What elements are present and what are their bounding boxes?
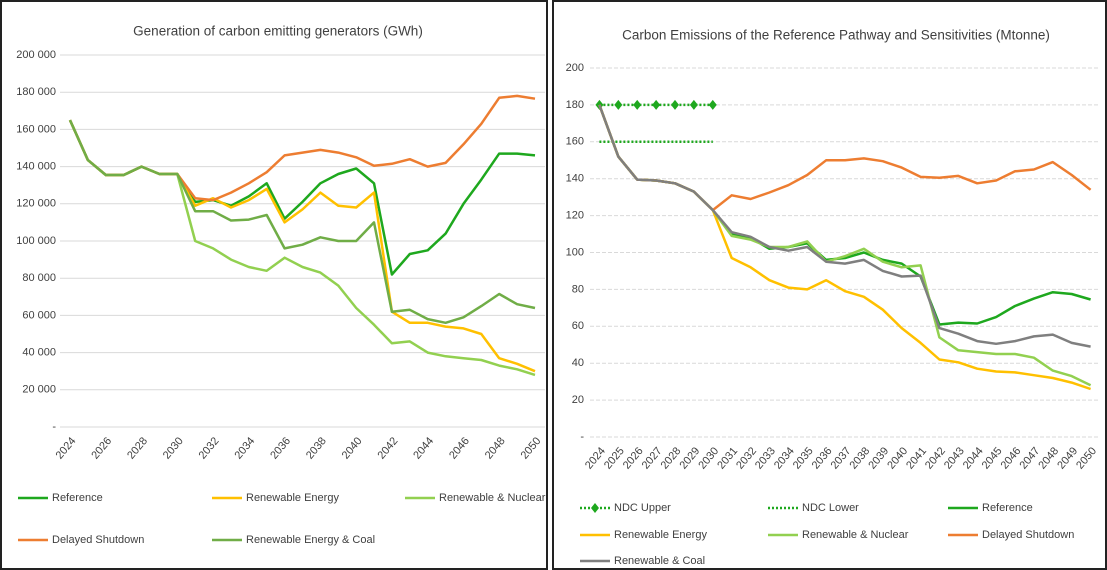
y-tick-label: 20 000 bbox=[22, 384, 56, 396]
y-tick-label: 100 bbox=[566, 246, 584, 258]
x-tick-label: 2024 bbox=[583, 445, 608, 471]
series-line bbox=[598, 104, 1092, 387]
x-tick-label: 2036 bbox=[810, 445, 835, 471]
legend-label: Reference bbox=[52, 492, 103, 504]
y-tick-label: 140 000 bbox=[16, 161, 56, 173]
point-marker bbox=[689, 99, 698, 110]
series-line bbox=[598, 104, 1091, 348]
x-tick-label: 2050 bbox=[519, 435, 544, 461]
legend-label: Renewable Energy bbox=[614, 529, 707, 541]
legend-label: Renewable & Nuclear bbox=[439, 492, 546, 504]
x-tick-label: 2030 bbox=[696, 445, 721, 471]
x-tick-label: 2025 bbox=[602, 445, 627, 471]
x-tick-label: 2032 bbox=[734, 445, 759, 471]
series-line bbox=[598, 104, 1092, 212]
x-tick-label: 2026 bbox=[89, 435, 114, 461]
series-line bbox=[68, 119, 536, 325]
legend-label: NDC Lower bbox=[802, 502, 859, 514]
x-tick-label: 2031 bbox=[715, 445, 740, 471]
x-tick-label: 2028 bbox=[125, 435, 150, 461]
y-tick-label: 160 bbox=[566, 136, 584, 148]
panel-border bbox=[0, 0, 548, 570]
x-tick-label: 2037 bbox=[829, 445, 854, 471]
point-marker bbox=[671, 99, 679, 110]
y-tick-label: 200 bbox=[566, 62, 584, 74]
x-tick-label: 2042 bbox=[376, 435, 401, 461]
x-tick-label: 2043 bbox=[942, 445, 967, 471]
legend-label: Renewable & Coal bbox=[614, 555, 705, 567]
x-tick-label: 2038 bbox=[847, 445, 872, 471]
point-marker bbox=[652, 99, 661, 110]
x-tick-label: 2024 bbox=[54, 435, 79, 461]
y-tick-label: 80 000 bbox=[22, 272, 56, 284]
x-tick-label: 2035 bbox=[791, 445, 816, 471]
y-tick-label: 180 bbox=[566, 99, 584, 111]
legend-marker bbox=[591, 503, 599, 513]
x-tick-label: 2034 bbox=[772, 445, 797, 471]
legend-label: NDC Upper bbox=[614, 502, 671, 514]
x-tick-label: 2046 bbox=[999, 445, 1024, 471]
y-tick-label: 80 bbox=[572, 283, 584, 295]
x-tick-label: 2046 bbox=[447, 435, 472, 461]
y-tick-label: 160 000 bbox=[16, 123, 56, 135]
x-tick-label: 2047 bbox=[1017, 445, 1042, 471]
legend-label: Renewable Energy & Coal bbox=[246, 534, 375, 546]
x-tick-label: 2030 bbox=[161, 435, 186, 461]
point-marker bbox=[633, 99, 642, 110]
y-tick-label: 100 000 bbox=[16, 235, 56, 247]
legend-label: Delayed Shutdown bbox=[982, 529, 1074, 541]
x-tick-label: 2050 bbox=[1074, 445, 1099, 471]
x-tick-label: 2027 bbox=[640, 445, 665, 471]
x-tick-label: 2028 bbox=[659, 445, 684, 471]
x-tick-label: 2033 bbox=[753, 445, 778, 471]
x-tick-label: 2044 bbox=[411, 435, 436, 461]
x-tick-label: 2045 bbox=[980, 445, 1005, 471]
x-tick-label: 2026 bbox=[621, 445, 646, 471]
y-tick-label: 180 000 bbox=[16, 86, 56, 98]
x-tick-label: 2039 bbox=[866, 445, 891, 471]
y-tick-label: 200 000 bbox=[16, 49, 56, 61]
y-tick-label: 20 bbox=[572, 394, 584, 406]
point-marker bbox=[614, 99, 623, 110]
point-marker bbox=[708, 99, 717, 110]
y-tick-label: 60 bbox=[572, 320, 584, 332]
x-tick-label: 2041 bbox=[904, 445, 929, 471]
y-tick-label: - bbox=[580, 431, 584, 443]
x-tick-label: 2034 bbox=[232, 435, 257, 461]
x-tick-label: 2036 bbox=[268, 435, 293, 461]
y-tick-label: 120 bbox=[566, 210, 584, 222]
y-tick-label: - bbox=[52, 421, 56, 433]
x-tick-label: 2044 bbox=[961, 445, 986, 471]
legend-label: Renewable Energy bbox=[246, 492, 339, 504]
series-line bbox=[598, 104, 1092, 391]
x-tick-label: 2038 bbox=[304, 435, 329, 461]
series-line bbox=[68, 119, 536, 377]
panel-border bbox=[552, 0, 1107, 570]
x-tick-label: 2029 bbox=[677, 445, 702, 471]
y-tick-label: 120 000 bbox=[16, 198, 56, 210]
x-tick-label: 2049 bbox=[1055, 445, 1080, 471]
chart-title: Generation of carbon emitting generators… bbox=[133, 24, 423, 39]
y-tick-label: 60 000 bbox=[22, 309, 56, 321]
legend-label: Reference bbox=[982, 502, 1033, 514]
legend-label: Renewable & Nuclear bbox=[802, 529, 909, 541]
x-tick-label: 2048 bbox=[1036, 445, 1061, 471]
series-line bbox=[68, 94, 536, 202]
chart-title: Carbon Emissions of the Reference Pathwa… bbox=[622, 28, 1050, 43]
x-tick-label: 2040 bbox=[340, 435, 365, 461]
legend-label: Delayed Shutdown bbox=[52, 534, 144, 546]
y-tick-label: 40 bbox=[572, 357, 584, 369]
x-tick-label: 2048 bbox=[483, 435, 508, 461]
x-tick-label: 2040 bbox=[885, 445, 910, 471]
y-tick-label: 140 bbox=[566, 173, 584, 185]
y-tick-label: 40 000 bbox=[22, 347, 56, 359]
x-tick-label: 2032 bbox=[197, 435, 222, 461]
x-tick-label: 2042 bbox=[923, 445, 948, 471]
